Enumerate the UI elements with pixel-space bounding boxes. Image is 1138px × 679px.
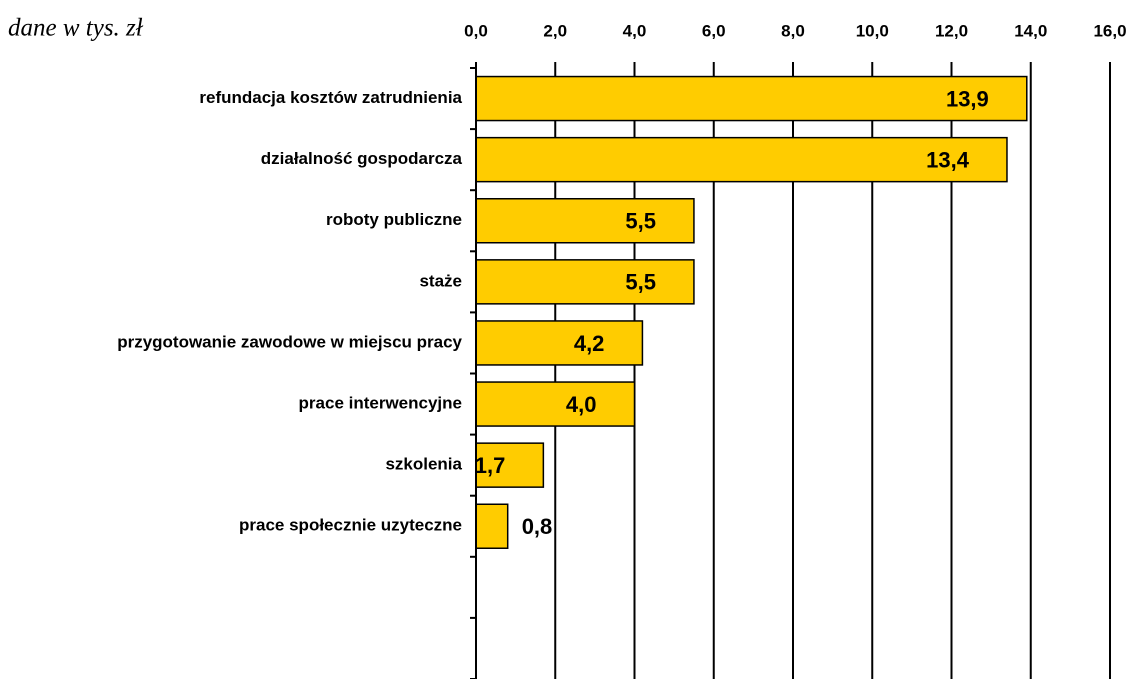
x-tick-label: 2,0 [543,21,567,40]
y-tick-label: refundacja kosztów zatrudnienia [199,88,462,107]
y-tick-label: prace interwencyjne [299,394,462,413]
x-tick-label: 16,0 [1093,21,1126,40]
x-tick-label: 6,0 [702,21,726,40]
x-tick-label: 14,0 [1014,21,1047,40]
x-tick-label: 10,0 [856,21,889,40]
value-label: 5,5 [625,209,656,234]
bar [475,198,695,244]
x-tick-label: 0,0 [464,21,488,40]
value-label: 1,7 [475,453,506,478]
value-label: 5,5 [625,270,656,295]
value-label: 0,8 [522,514,553,539]
bar [475,503,509,549]
bar [475,320,644,366]
x-tick-label: 12,0 [935,21,968,40]
bar [475,259,695,305]
y-tick-label: szkolenia [385,455,462,474]
bar [475,75,1028,122]
value-label: 4,0 [566,392,597,417]
y-tick-label: działalność gospodarcza [261,149,463,168]
value-label: 13,4 [926,147,970,172]
bar [475,136,1008,183]
bar [475,442,545,488]
bar [475,381,636,427]
x-tick-label: 8,0 [781,21,805,40]
value-label: 13,9 [946,86,989,111]
y-tick-label: przygotowanie zawodowe w miejscu pracy [117,332,462,351]
value-label: 4,2 [574,331,605,356]
y-tick-label: roboty publiczne [326,210,462,229]
unit-label: dane w tys. zł [8,15,144,42]
y-tick-label: prace społecznie uzyteczne [239,516,462,535]
y-tick-label: staże [419,271,462,290]
x-tick-label: 4,0 [623,21,647,40]
